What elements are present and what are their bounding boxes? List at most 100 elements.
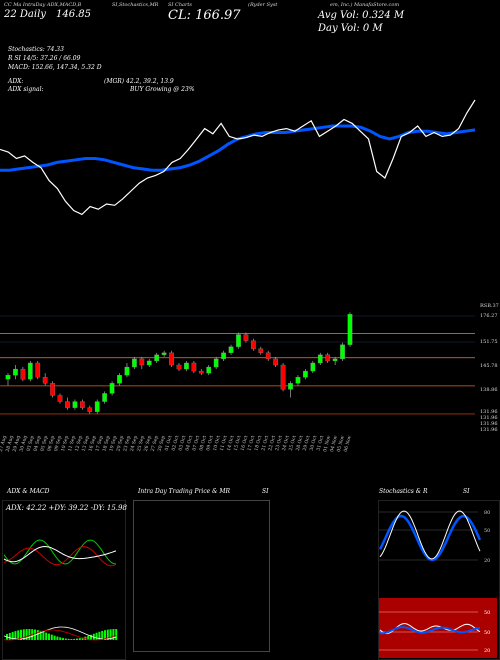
candle-body xyxy=(169,352,174,366)
candle-body xyxy=(250,340,256,349)
candle xyxy=(236,332,241,349)
avg-vol: Avg Vol: 0.324 M xyxy=(318,10,405,21)
price-axis-label: 138.86 xyxy=(480,387,498,393)
x-axis-date: 22 Oct xyxy=(267,435,277,452)
macd-bar xyxy=(17,630,20,640)
x-axis-date: 18 Oct xyxy=(253,435,263,452)
x-axis-date: 12 Sep xyxy=(74,435,84,452)
candle xyxy=(332,356,338,365)
adx-values: ADX: 42.22 +DY: 39.22 -DY: 15.98 xyxy=(6,504,127,512)
candle-body xyxy=(87,407,93,412)
x-axis-date: 28 Oct xyxy=(295,435,305,452)
candle-body xyxy=(228,346,234,353)
price-axis-label: 151.75 xyxy=(480,339,498,345)
candle xyxy=(94,399,100,414)
x-axis-date: 04 Oct xyxy=(184,435,194,452)
candle-body xyxy=(280,364,286,390)
x-axis-date: 19 Sep xyxy=(108,435,118,452)
candle-body xyxy=(5,375,11,380)
intraday-title: Intra Day Trading Price & MR xyxy=(138,488,231,495)
candle xyxy=(42,373,48,386)
intraday-panel: Intra Day Trading Price & MR SI xyxy=(133,488,270,652)
x-axis-date: 31 Oct xyxy=(316,435,326,452)
macd-bar xyxy=(112,629,115,640)
macd-bar xyxy=(45,632,48,640)
candle-body xyxy=(139,358,145,366)
candle-body xyxy=(117,375,122,384)
candle-body xyxy=(206,366,212,374)
candle-body xyxy=(258,348,264,353)
header-title-left: CC Ma IntraDay ADX,MACD,B xyxy=(4,2,82,8)
candle-body xyxy=(65,401,70,408)
macd-bar xyxy=(59,637,62,640)
candle xyxy=(243,332,249,343)
candle xyxy=(154,352,160,363)
x-axis-date: 04 Nov xyxy=(329,435,339,453)
candle-body xyxy=(57,395,63,402)
x-axis-date: 10 Sep xyxy=(60,435,70,452)
price-axis-label: 145.78 xyxy=(480,363,498,369)
header-title-mid2: SI Charts xyxy=(168,2,192,8)
x-axis-date: 23 Sep xyxy=(122,435,132,452)
macd-bar xyxy=(101,630,104,640)
x-axis-date: 30 Sep xyxy=(157,435,167,452)
candle-body xyxy=(35,362,41,378)
x-axis-date: 17 Oct xyxy=(247,435,257,452)
header-title-mid: SI,Stochastics,MR xyxy=(112,2,159,8)
x-axis-date: 26 Sep xyxy=(143,435,153,452)
rsi-level-label: 20 xyxy=(484,648,490,654)
candle xyxy=(117,373,122,386)
candle xyxy=(72,399,78,410)
macd-bar xyxy=(62,638,64,640)
x-axis-date: 07 Oct xyxy=(191,435,201,452)
candle-body xyxy=(79,401,85,408)
candle-body xyxy=(109,383,115,394)
macd-bar xyxy=(28,629,31,640)
rsi-text: R SI 14/5: 37.26 / 66.09 xyxy=(8,55,81,62)
x-axis-date: 28 Aug xyxy=(5,435,15,453)
candle-body xyxy=(132,358,137,368)
candle xyxy=(206,365,212,376)
macd-bar xyxy=(67,638,70,640)
macd-bar xyxy=(11,632,14,640)
price-axis-label: 131.96 xyxy=(480,421,498,427)
stoch-level-label: 80 xyxy=(484,510,490,516)
x-axis-date: 11 Sep xyxy=(67,435,77,452)
candle xyxy=(280,362,286,392)
candle xyxy=(20,367,26,382)
candle xyxy=(35,360,41,380)
x-axis-date: 23 Oct xyxy=(274,435,284,452)
macd-bar xyxy=(98,631,101,640)
macd-bar xyxy=(106,629,109,640)
candle xyxy=(317,352,323,365)
candle xyxy=(273,356,279,368)
candle xyxy=(146,358,152,368)
x-axis-date: 29 Aug xyxy=(12,435,22,453)
macd-text: MACD: 152.66, 147.34, 5.32 D xyxy=(8,64,102,71)
candle xyxy=(228,344,234,355)
candle xyxy=(340,342,345,361)
candle xyxy=(184,360,189,372)
x-axis-date: 03 Oct xyxy=(178,435,188,452)
candle xyxy=(221,350,226,361)
macd-bar xyxy=(48,633,50,640)
candle xyxy=(176,362,182,372)
x-axis-date: 30 Oct xyxy=(309,435,319,452)
candle xyxy=(87,405,93,414)
candle-body xyxy=(94,401,100,412)
candle-body xyxy=(340,344,345,360)
x-axis-date: 11 Oct xyxy=(219,435,229,452)
rsi-level-label: 50 xyxy=(484,630,490,636)
candle-body xyxy=(176,364,182,370)
price-axis-label: 131.96 xyxy=(480,427,498,433)
x-axis-date: 24 Oct xyxy=(281,435,291,452)
candle-body xyxy=(191,362,197,372)
candle xyxy=(325,352,331,363)
macd-bar xyxy=(20,629,22,640)
x-axis-date: 27 Aug xyxy=(0,435,8,453)
macd-bar xyxy=(78,638,81,640)
x-axis-date: 08 Oct xyxy=(198,435,208,452)
price-axis-label: 131.96 xyxy=(480,409,498,415)
date-label: 22 Daily xyxy=(4,9,46,20)
x-axis-date: 06 Nov xyxy=(343,435,353,453)
